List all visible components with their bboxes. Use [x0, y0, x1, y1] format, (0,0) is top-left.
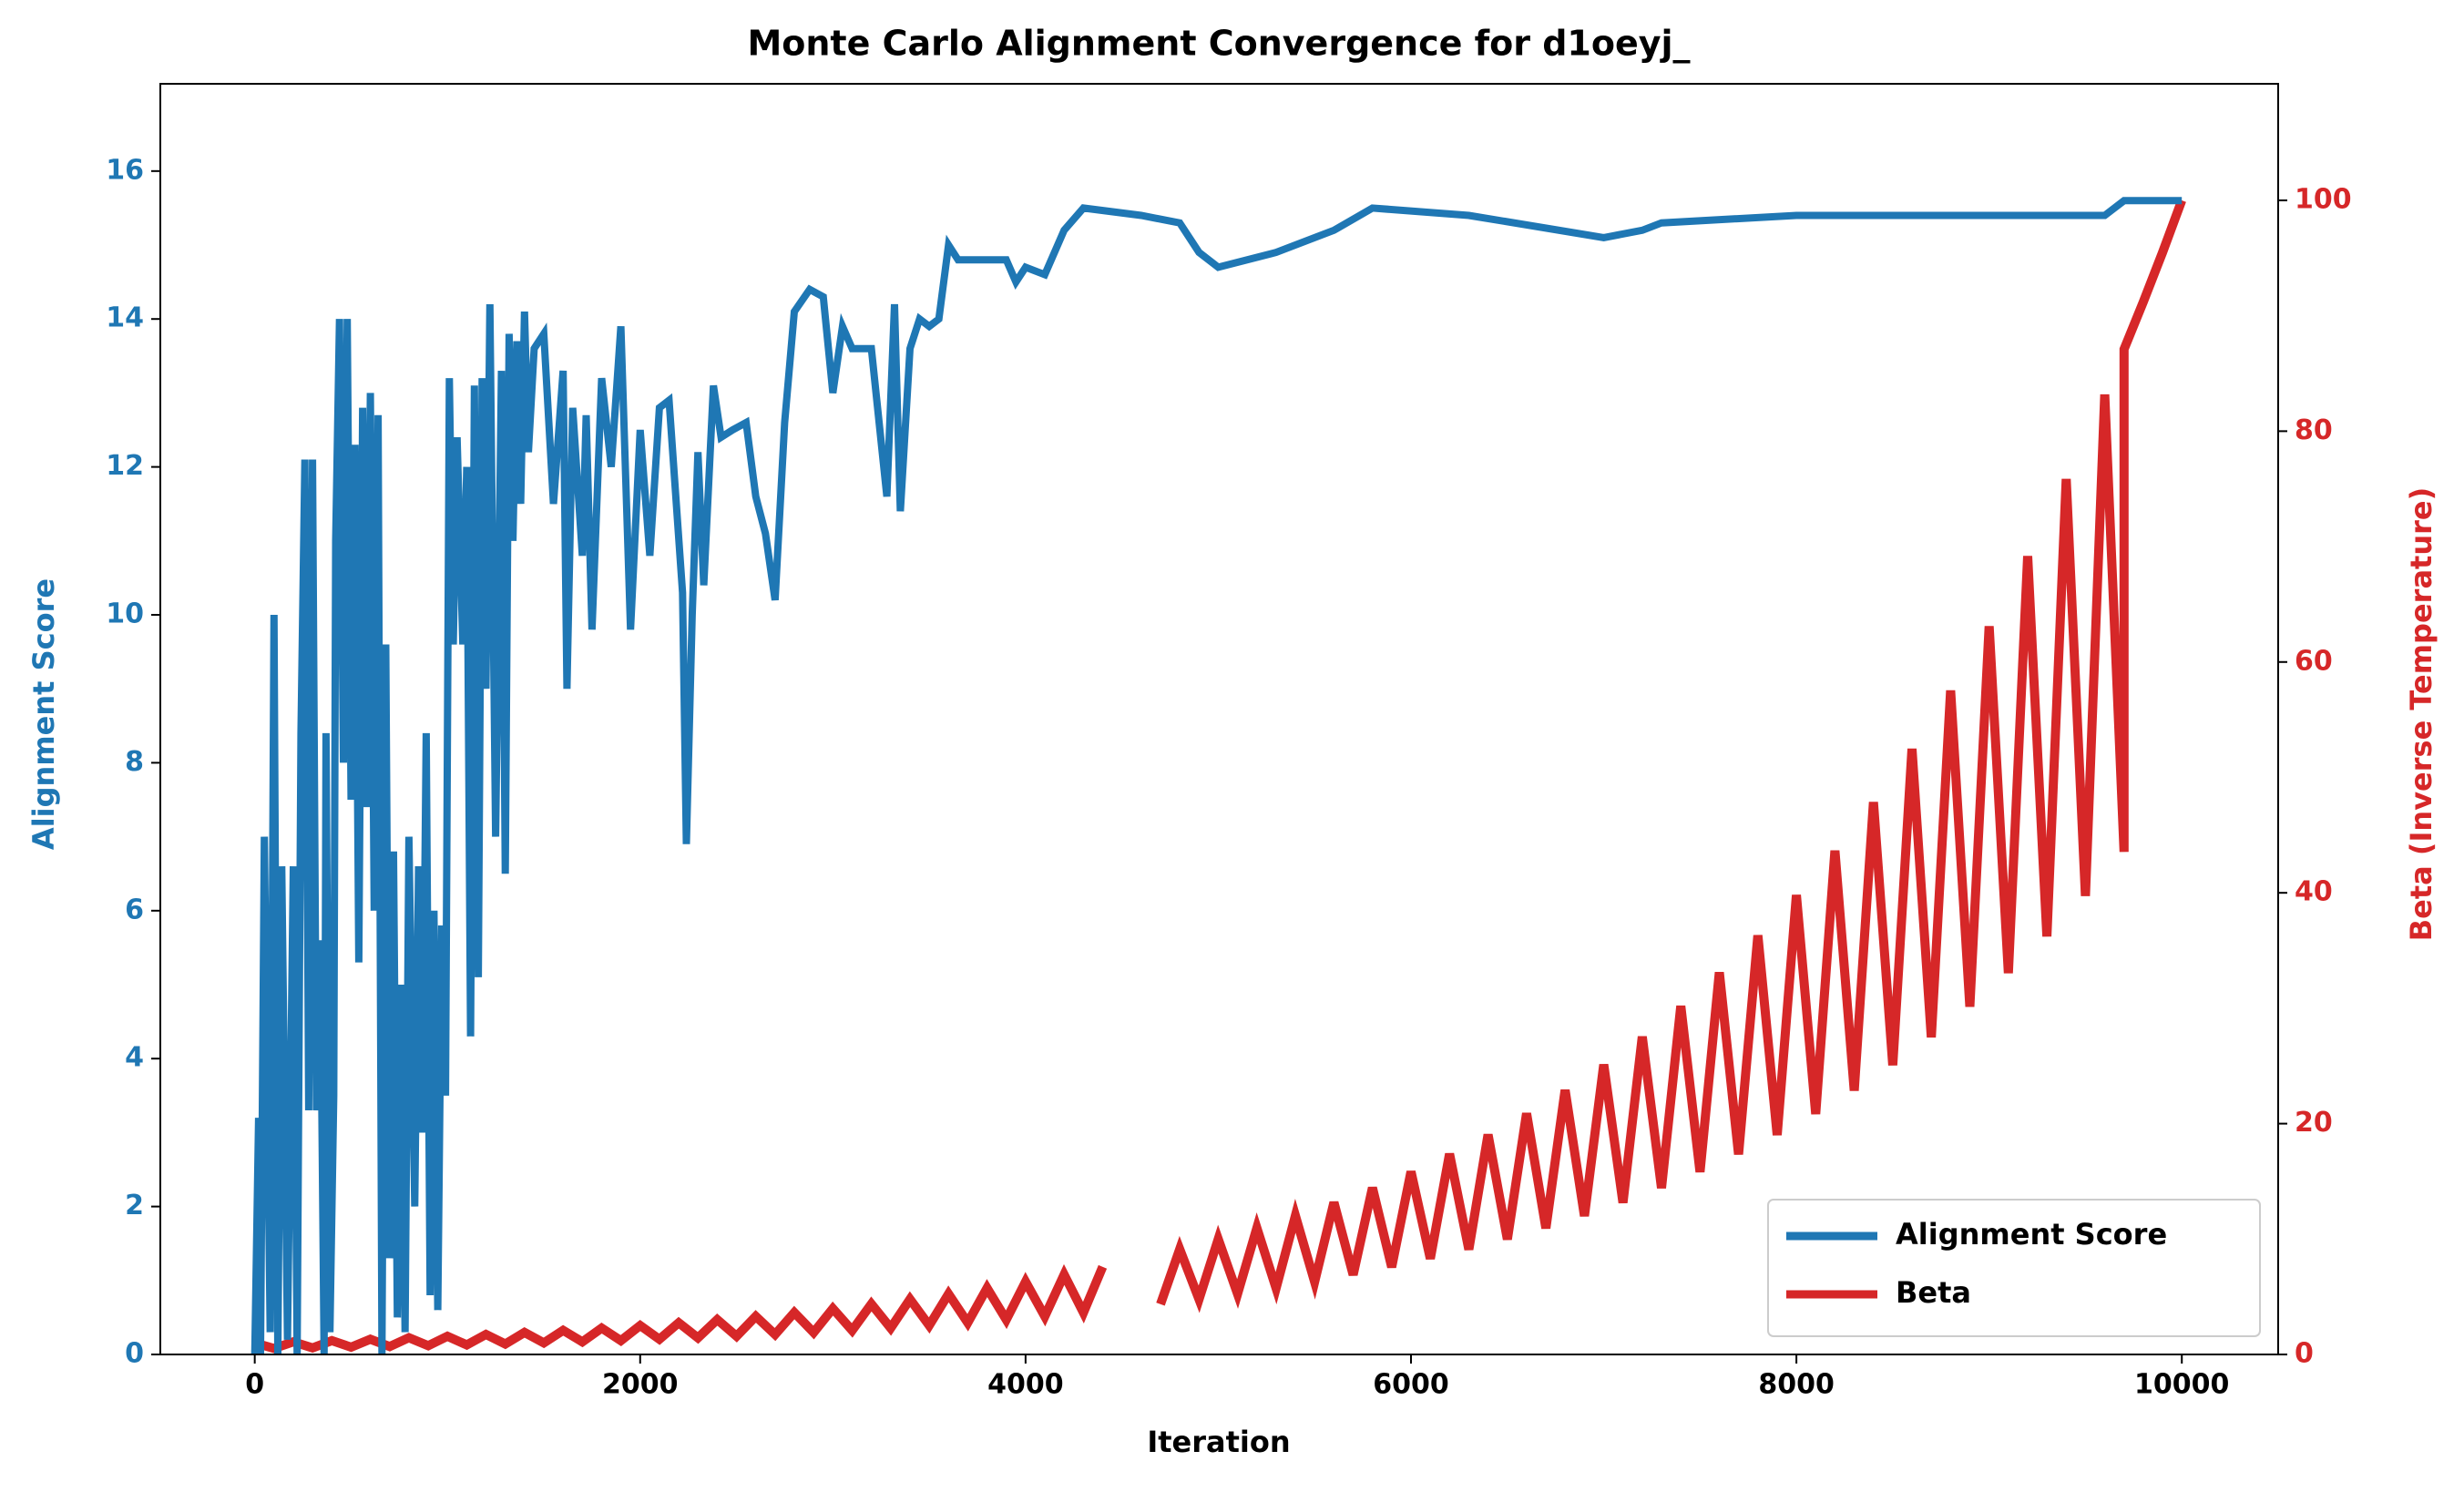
y2-tick-label: 40 [2295, 876, 2333, 908]
y-tick-label: 14 [106, 302, 144, 334]
series-line [250, 197, 2183, 1355]
y-tick-label: 2 [125, 1190, 144, 1221]
y-tick-label: 12 [106, 450, 144, 482]
legend-label: Alignment Score [1896, 1217, 2167, 1252]
y2-axis-label: Beta (Inverse Temperature) [2404, 487, 2438, 941]
series-line [1156, 199, 2186, 1313]
y-tick-label: 6 [125, 894, 144, 925]
y2-tick-label: 80 [2295, 414, 2333, 446]
x-tick-label: 6000 [1373, 1369, 1449, 1401]
plot-frame [159, 83, 2279, 1355]
y-tick-label: 8 [125, 746, 144, 778]
x-tick-label: 8000 [1758, 1369, 1835, 1401]
y-tick-label: 10 [106, 598, 144, 630]
x-axis-label: Iteration [1147, 1425, 1290, 1459]
y-tick-label: 4 [125, 1042, 144, 1074]
x-tick-label: 4000 [987, 1369, 1064, 1401]
x-tick-label: 0 [245, 1369, 264, 1401]
x-tick-label: 10000 [2134, 1369, 2229, 1401]
y2-tick-label: 60 [2295, 645, 2333, 677]
x-tick-label: 2000 [602, 1369, 679, 1401]
series-line [253, 1263, 1108, 1354]
y-tick-label: 16 [106, 154, 144, 186]
legend-box [1767, 1199, 2261, 1337]
y2-tick-label: 100 [2295, 183, 2352, 215]
y2-tick-label: 0 [2295, 1338, 2314, 1370]
legend-label: Beta [1896, 1275, 1971, 1310]
y2-tick-label: 20 [2295, 1107, 2333, 1139]
chart-title: Monte Carlo Alignment Convergence for d1… [747, 24, 1690, 64]
y-tick-label: 0 [125, 1338, 144, 1370]
y-axis-label: Alignment Score [26, 578, 61, 850]
